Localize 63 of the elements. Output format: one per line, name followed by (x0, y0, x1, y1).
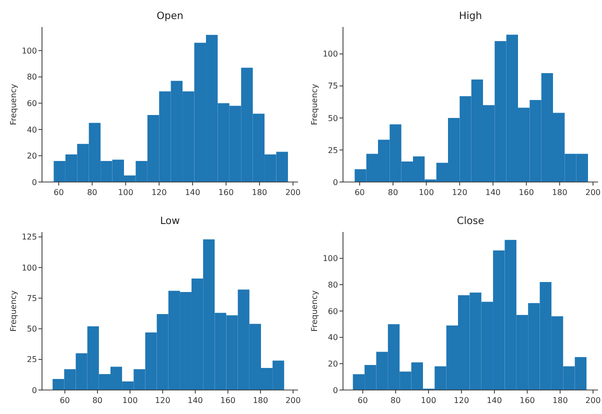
x-tick-label: 200 (585, 396, 601, 405)
x-tick-label: 80 (92, 396, 103, 405)
x-tick-label: 160 (218, 188, 234, 197)
x-tick-label: 80 (87, 188, 98, 197)
y-tick-label: 50 (328, 114, 338, 123)
x-tick-label: 60 (60, 396, 70, 405)
y-tick-label: 0 (332, 386, 338, 395)
x-tick-label: 60 (54, 188, 64, 197)
x-tick-label: 200 (585, 188, 601, 197)
y-axis-title: Frequency (310, 290, 319, 332)
y-axis-title: Frequency (9, 84, 18, 126)
x-tick-label: 120 (155, 396, 170, 405)
chart-title: Low (160, 216, 180, 227)
x-tick-label: 60 (358, 396, 368, 405)
y-tick-label: 100 (322, 50, 338, 59)
y-tick-label: 25 (328, 146, 338, 155)
x-tick-label: 120 (452, 188, 468, 197)
x-tick-label: 180 (252, 396, 268, 405)
y-tick-label: 20 (328, 359, 338, 368)
x-tick-label: 100 (418, 188, 434, 197)
y-axis-title: Frequency (310, 84, 319, 126)
chart-title: Close (456, 216, 484, 227)
y-tick-label: 0 (332, 178, 338, 187)
x-tick-label: 160 (518, 188, 534, 197)
y-tick-label: 60 (328, 306, 338, 316)
chart-title: High (459, 11, 482, 22)
y-tick-label: 125 (22, 232, 37, 242)
x-tick-label: 180 (552, 188, 568, 197)
y-tick-label: 40 (328, 333, 338, 342)
y-tick-label: 25 (26, 355, 37, 364)
x-tick-label: 200 (285, 396, 301, 405)
x-tick-label: 80 (390, 396, 401, 405)
y-tick-label: 100 (22, 46, 37, 56)
x-tick-label: 60 (354, 188, 365, 197)
chart-title: Open (156, 11, 184, 22)
x-tick-label: 160 (520, 396, 535, 405)
y-tick-label: 80 (328, 280, 338, 290)
x-tick-label: 140 (188, 396, 203, 405)
x-tick-label: 100 (420, 396, 436, 405)
y-tick-label: 100 (322, 254, 338, 264)
x-tick-label: 160 (220, 396, 236, 405)
y-tick-label: 20 (26, 152, 37, 161)
y-tick-label: 60 (26, 98, 37, 108)
y-tick-label: 0 (32, 386, 37, 395)
x-tick-label: 140 (486, 396, 502, 405)
y-tick-label: 75 (328, 82, 338, 91)
x-tick-label: 120 (151, 188, 167, 197)
x-tick-label: 140 (485, 188, 501, 197)
y-axis-title: Frequency (9, 290, 18, 332)
y-tick-label: 0 (32, 178, 37, 187)
x-tick-label: 100 (118, 188, 134, 197)
y-tick-label: 75 (26, 294, 37, 303)
x-tick-label: 180 (252, 188, 268, 197)
x-tick-label: 180 (552, 396, 568, 405)
x-tick-label: 100 (122, 396, 138, 405)
y-tick-label: 50 (26, 324, 37, 334)
y-tick-label: 80 (26, 72, 37, 82)
x-tick-label: 140 (184, 188, 200, 197)
x-tick-label: 120 (454, 396, 470, 405)
y-tick-label: 40 (26, 125, 37, 134)
y-tick-label: 100 (22, 263, 37, 272)
x-tick-label: 200 (285, 188, 301, 197)
x-tick-label: 80 (388, 188, 398, 197)
